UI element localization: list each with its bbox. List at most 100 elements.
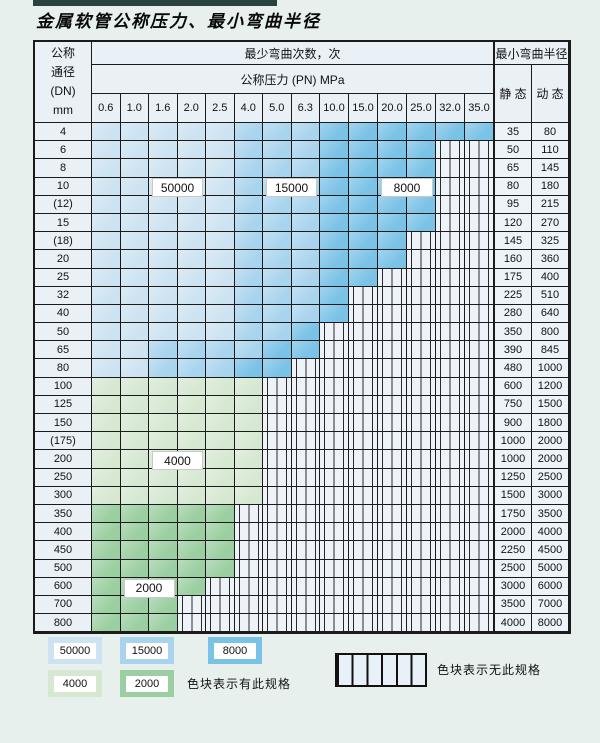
band-cell-50000 xyxy=(149,195,178,214)
pressure-tick: 4.0 xyxy=(234,94,263,123)
band-cell-2000 xyxy=(206,559,235,578)
hatch-cell xyxy=(234,559,263,578)
dynamic-value: 3000 xyxy=(532,486,569,505)
band-cell-50000 xyxy=(177,304,206,324)
hatch-cell xyxy=(206,614,235,633)
hatch-cell xyxy=(263,595,292,615)
hatch-cell xyxy=(349,414,378,433)
band-cell-4000 xyxy=(177,468,206,487)
band-cell-4000 xyxy=(120,450,149,469)
band-cell-50000 xyxy=(120,323,149,342)
band-cell-8000 xyxy=(320,141,349,160)
dn-label: 450 xyxy=(35,541,92,560)
dynamic-value: 510 xyxy=(532,286,569,305)
hatch-cell xyxy=(291,377,320,396)
band-cell-15000 xyxy=(234,123,263,142)
band-cell-15000 xyxy=(206,359,235,378)
dynamic-value: 640 xyxy=(532,304,569,324)
hatch-cell xyxy=(378,541,407,560)
band-cell-8000 xyxy=(320,213,349,233)
band-cell-50000 xyxy=(149,141,178,160)
legend-swatch-50000: 50000 xyxy=(48,637,102,664)
band-cell-4000 xyxy=(92,395,121,414)
dynamic-value: 8000 xyxy=(532,614,569,633)
band-cell-15000 xyxy=(234,341,263,360)
hatch-cell xyxy=(378,504,407,524)
hatch-cell xyxy=(465,250,494,269)
band-cell-2000 xyxy=(92,504,121,524)
band-cell-4000 xyxy=(92,414,121,433)
band-cell-15000 xyxy=(177,359,206,378)
pressure-tick: 0.6 xyxy=(92,94,121,123)
band-cell-50000 xyxy=(120,304,149,324)
band-cell-50000 xyxy=(120,232,149,251)
dynamic-value: 1000 xyxy=(532,359,569,378)
band-cell-15000 xyxy=(291,286,320,305)
band-cell-2000 xyxy=(92,595,121,615)
hatch-cell xyxy=(407,577,436,596)
hatch-cell xyxy=(436,286,465,305)
band-cell-8000 xyxy=(320,177,349,196)
band-cell-50000 xyxy=(177,159,206,178)
hatch-cell xyxy=(349,504,378,524)
band-cell-8000 xyxy=(320,286,349,305)
band-cell-4000 xyxy=(92,468,121,487)
hatch-cell xyxy=(378,577,407,596)
band-cell-15000 xyxy=(263,323,292,342)
dn-label: 40 xyxy=(35,304,92,324)
hatch-cell xyxy=(320,323,349,342)
hatch-cell xyxy=(436,614,465,633)
hatch-cell xyxy=(291,577,320,596)
band-cell-50000 xyxy=(206,159,235,178)
band-cell-50000 xyxy=(120,123,149,142)
hatch-cell xyxy=(465,377,494,396)
legend-swatch-8000: 8000 xyxy=(208,637,262,664)
band-cell-8000 xyxy=(378,232,407,251)
dynamic-value: 360 xyxy=(532,250,569,269)
band-cell-15000 xyxy=(234,323,263,342)
band-cell-15000 xyxy=(234,268,263,287)
band-cell-8000 xyxy=(407,159,436,178)
band-cell-4000 xyxy=(234,432,263,451)
hatch-cell xyxy=(320,577,349,596)
hatch-cell xyxy=(349,541,378,560)
dn-label: 6 xyxy=(35,141,92,160)
hatch-cell xyxy=(407,450,436,469)
band-cell-15000 xyxy=(291,123,320,142)
dn-label: 250 xyxy=(35,468,92,487)
hatch-cell xyxy=(349,559,378,578)
band-cell-8000 xyxy=(407,141,436,160)
dynamic-value: 2000 xyxy=(532,450,569,469)
pressure-tick: 35.0 xyxy=(465,94,494,123)
hatch-cell xyxy=(291,468,320,487)
cycle-count-label: 15000 xyxy=(266,178,317,198)
static-value: 390 xyxy=(494,341,532,360)
dn-column-header: 公称 通径 (DN) mm xyxy=(35,42,92,123)
band-cell-50000 xyxy=(206,213,235,233)
band-cell-15000 xyxy=(263,268,292,287)
dn-label: 400 xyxy=(35,523,92,542)
dn-label: 150 xyxy=(35,414,92,433)
pressure-tick: 25.0 xyxy=(407,94,436,123)
dynamic-value: 325 xyxy=(532,232,569,251)
hatch-cell xyxy=(407,323,436,342)
dn-label: 100 xyxy=(35,377,92,396)
band-cell-8000 xyxy=(378,159,407,178)
dynamic-value: 7000 xyxy=(532,595,569,615)
band-cell-50000 xyxy=(177,123,206,142)
band-cell-50000 xyxy=(92,123,121,142)
hatch-cell xyxy=(378,323,407,342)
pressure-tick: 1.0 xyxy=(120,94,149,123)
dn-label: 500 xyxy=(35,559,92,578)
dn-label: 600 xyxy=(35,577,92,596)
hatch-cell xyxy=(465,159,494,178)
dynamic-value: 110 xyxy=(532,141,569,160)
hatch-cell xyxy=(465,359,494,378)
cycle-count-label: 2000 xyxy=(123,578,175,598)
band-cell-4000 xyxy=(120,377,149,396)
band-cell-2000 xyxy=(149,614,178,633)
band-cell-4000 xyxy=(234,395,263,414)
hatch-cell xyxy=(407,541,436,560)
static-value: 600 xyxy=(494,377,532,396)
dynamic-value: 145 xyxy=(532,159,569,178)
